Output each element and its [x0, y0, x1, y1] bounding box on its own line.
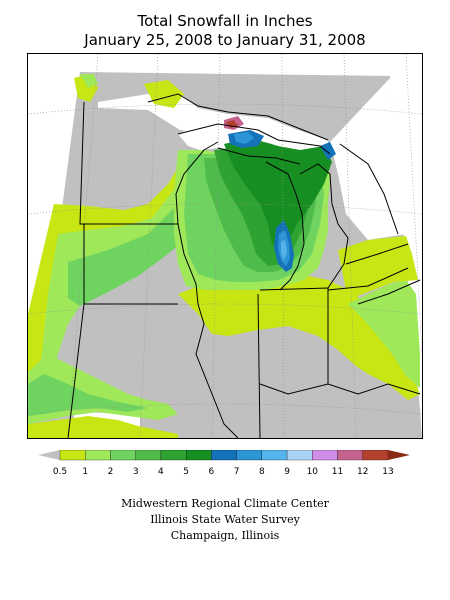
snow-band-3in-southwest: [28, 374, 148, 416]
credit-location: Champaign, Illinois: [170, 529, 280, 542]
legend-swatch: [286, 449, 313, 461]
legend-tick-label: 0.5: [53, 467, 67, 477]
snow-band-1in-north: [144, 80, 184, 108]
snow-band-7in-east-up: [320, 142, 336, 160]
snowfall-map: [27, 53, 423, 439]
legend-tick-label: 9: [284, 467, 290, 477]
east-blank: [330, 78, 406, 240]
snow-band-1in-east: [338, 236, 418, 300]
credit-isws: Illinois State Water Survey: [150, 513, 300, 526]
legend-swatch: [211, 449, 237, 461]
snow-band-2in-east: [348, 280, 420, 388]
snowfall-map-svg: [28, 54, 422, 438]
legend-swatch: [236, 449, 262, 461]
legend-tick-label: 2: [108, 467, 114, 477]
graticule: [28, 54, 422, 438]
legend-arrow-high: [388, 450, 410, 460]
legend-tick-label: 1: [82, 467, 88, 477]
color-legend: 0.5 1 2 3 4 5 6 7 8 9 10 11 12 13: [38, 449, 410, 480]
legend-tick-label: 7: [234, 467, 240, 477]
legend-tick-label: 4: [158, 467, 164, 477]
map-date-range: January 25, 2008 to January 31, 2008: [84, 31, 366, 49]
snow-band-6in-michigan: [224, 138, 332, 250]
legend-tick-label: 12: [357, 467, 368, 477]
legend-tick-label: 13: [382, 467, 393, 477]
snow-band-3in-west: [68, 200, 198, 306]
legend-tick-label: 8: [259, 467, 265, 477]
legend-tick-label: 6: [209, 467, 215, 477]
legend-swatch: [362, 449, 389, 461]
state-boundaries: [67, 93, 421, 438]
legend-swatch: [85, 449, 111, 461]
legend-tick-label: 3: [133, 467, 139, 477]
legend-swatch: [186, 449, 212, 461]
legend-swatch: [135, 449, 162, 461]
canada-blank-north: [98, 92, 328, 174]
legend-arrow-low: [38, 450, 60, 460]
legend-swatch: [59, 449, 86, 461]
legend-tick-label: 11: [332, 467, 343, 477]
legend-tick-label: 5: [183, 467, 189, 477]
credit-mrcc: Midwestern Regional Climate Center: [121, 497, 329, 510]
snow-band-2in-north: [80, 74, 98, 88]
legend-tick-label: 10: [307, 467, 319, 477]
legend-swatch: [160, 449, 187, 461]
legend-swatches: [59, 449, 389, 461]
snow-band-8in-upper-peninsula: [234, 132, 254, 144]
legend-svg: 0.5 1 2 3 4 5 6 7 8 9 10 11 12 13: [38, 449, 410, 477]
legend-tick-labels: 0.5 1 2 3 4 5 6 7 8 9 10 11 12 13: [53, 467, 394, 477]
snow-band-9in-lake-michigan: [281, 240, 287, 260]
map-title: Total Snowfall in Inches: [137, 12, 313, 30]
legend-swatch: [337, 449, 363, 461]
legend-swatch: [261, 449, 288, 461]
legend-swatch: [110, 449, 136, 461]
legend-swatch: [312, 449, 338, 461]
